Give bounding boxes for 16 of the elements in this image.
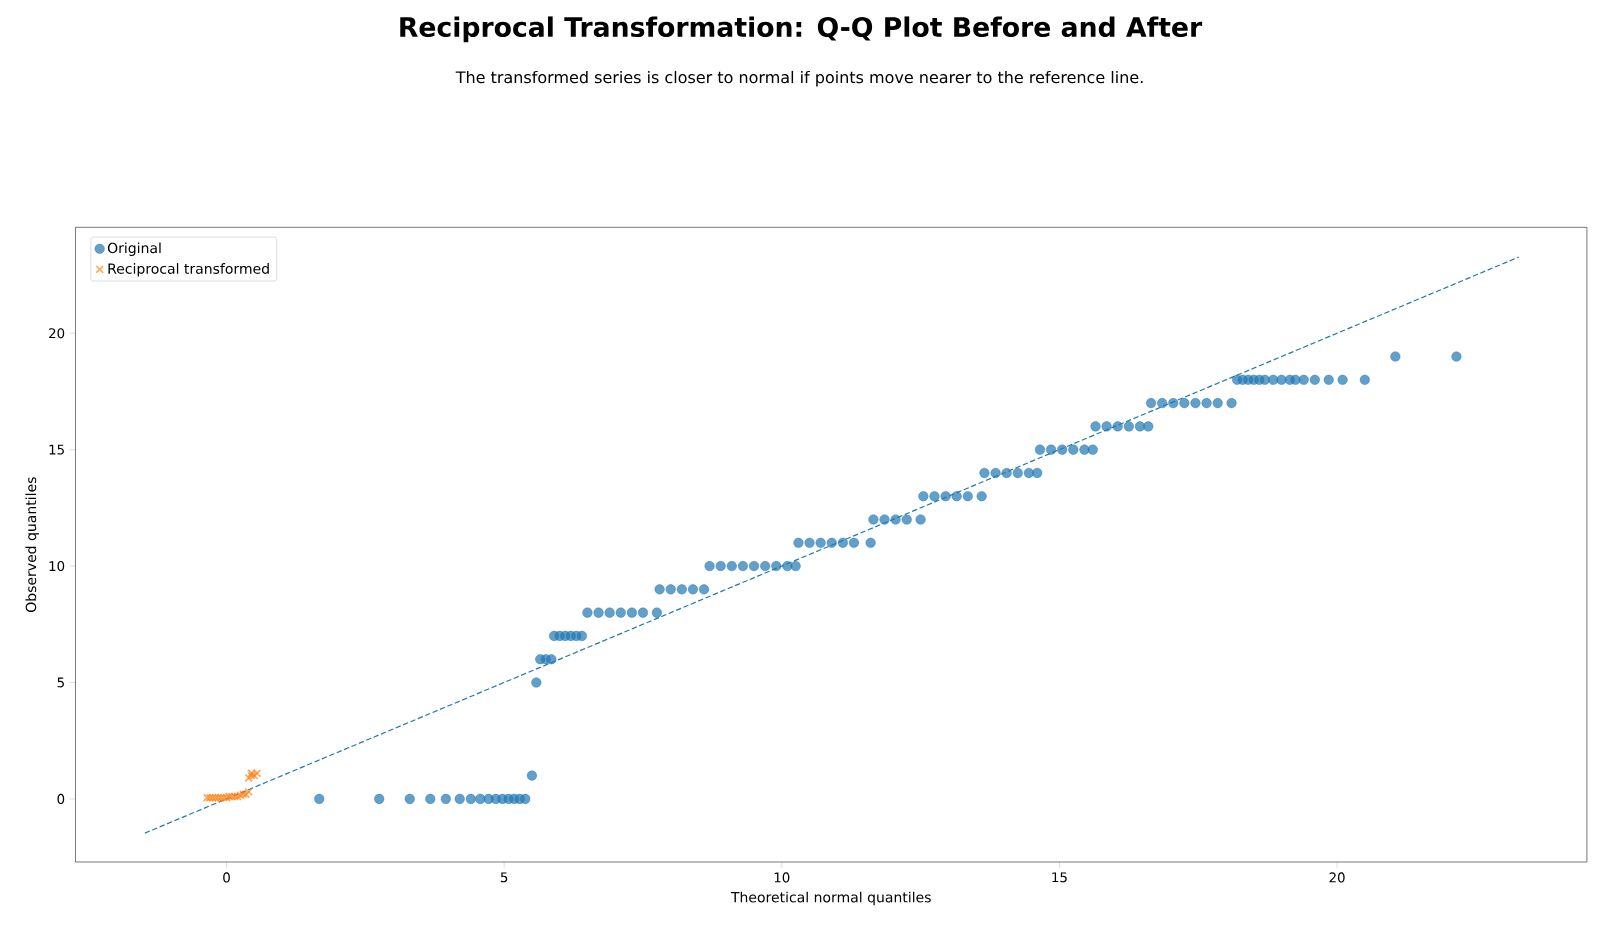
x-tick-label: 20 (1329, 872, 1345, 883)
y-tick-label: 0 (57, 793, 65, 804)
x-tick-label: 5 (500, 872, 508, 883)
legend-label: Reciprocal transformed (108, 263, 269, 277)
y-tick-label: 15 (49, 444, 64, 455)
legend-label: Original (107, 242, 161, 256)
x-tick-label: 15 (1052, 872, 1067, 883)
x-tick-label: 0 (223, 872, 230, 883)
y-tick-label: 10 (49, 561, 65, 572)
x-axis-title: Theoretical normal quantiles (730, 891, 931, 906)
y-tick-label: 20 (49, 328, 65, 339)
y-axis-title: Observed quantiles (25, 477, 39, 612)
x-tick-label: 10 (774, 872, 790, 883)
chart-title: Reciprocal Transformation: Q-Q Plot Before and After (400, 16, 1203, 43)
chart-subtitle: The transformed series is closer to normal if points move nearer to the reference line. (455, 70, 1143, 87)
y-tick-label: 5 (57, 677, 64, 688)
